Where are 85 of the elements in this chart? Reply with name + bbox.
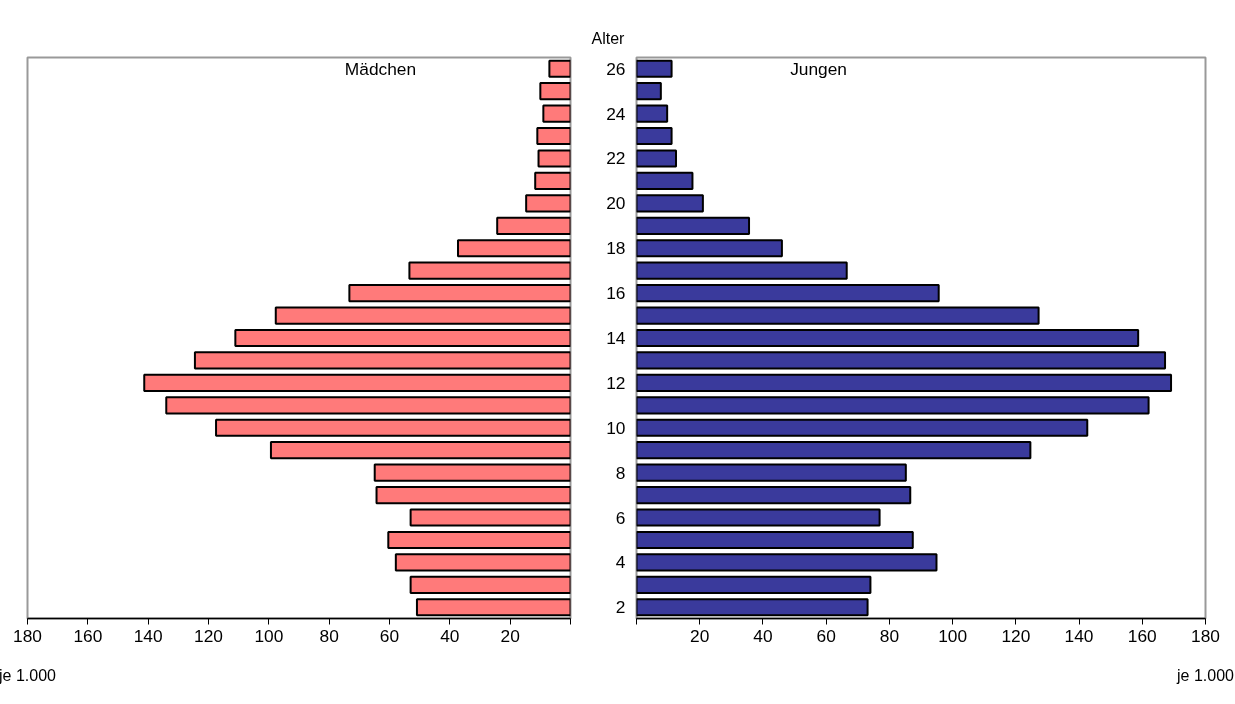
y-tick-label: 14 (606, 328, 626, 348)
y-tick-label: 22 (606, 148, 626, 169)
x-tick-label: 120 (1001, 625, 1031, 646)
bar (534, 171, 571, 190)
bar (636, 575, 872, 594)
x-axis-title: je 1.000 (1176, 666, 1235, 684)
y-tick-label: 10 (606, 417, 626, 438)
bar (269, 441, 571, 460)
x-tick-label: 40 (440, 625, 460, 646)
y-tick-label: 18 (606, 238, 626, 259)
bar (408, 261, 571, 280)
bar (636, 598, 869, 617)
bar (636, 463, 907, 482)
bar (636, 216, 751, 235)
x-tick-label: 20 (500, 625, 520, 646)
bar (636, 261, 848, 280)
bar (234, 328, 571, 348)
bar (636, 508, 881, 527)
y-tick-label: 8 (615, 462, 626, 483)
bar (636, 59, 673, 78)
bar (636, 553, 938, 572)
y-tick-label: 16 (606, 283, 626, 304)
bar (193, 351, 571, 370)
bar (539, 82, 571, 101)
bar (375, 486, 571, 505)
bar (636, 441, 1032, 460)
x-tick-label: 160 (73, 625, 103, 646)
bar (496, 216, 571, 235)
x-tick-label: 20 (690, 625, 710, 646)
bar (636, 126, 673, 146)
x-tick-label: 60 (816, 625, 836, 646)
bar (456, 239, 571, 258)
bar (636, 328, 1140, 348)
bar (373, 463, 571, 482)
bar (636, 373, 1173, 392)
bar (165, 396, 571, 415)
bar (536, 126, 571, 146)
x-tick-label: 160 (1127, 625, 1157, 646)
y-tick-label: 12 (606, 372, 626, 393)
y-tick-label: 2 (615, 597, 626, 618)
y-tick-label: 6 (615, 507, 626, 528)
bar (636, 104, 669, 123)
x-tick-label: 140 (133, 625, 163, 646)
bar (394, 553, 571, 572)
x-tick-label: 180 (1191, 625, 1220, 646)
x-tick-label: 180 (13, 625, 42, 646)
bar (215, 418, 571, 437)
text: Mädchen (344, 58, 417, 79)
bar (525, 194, 571, 213)
x-tick-label: 80 (879, 625, 900, 646)
bar (636, 486, 912, 505)
x-tick-label: 80 (319, 625, 339, 646)
bar (415, 598, 571, 617)
bar (636, 239, 783, 258)
bar (636, 149, 678, 168)
y-tick-label: 20 (606, 193, 626, 214)
bar (537, 149, 571, 168)
bar (636, 82, 662, 101)
bar (387, 530, 571, 550)
x-tick-label: 100 (254, 625, 284, 646)
x-tick-label: 140 (1064, 625, 1094, 646)
y-tick-label: 24 (606, 103, 626, 124)
bar (409, 508, 571, 527)
x-tick-label: 100 (938, 625, 968, 646)
bar (348, 284, 571, 303)
bar (409, 575, 571, 594)
text: Jungen (790, 58, 848, 79)
bar (636, 306, 1040, 325)
y-axis-title: Alter (591, 29, 626, 47)
bar (636, 351, 1167, 370)
bar (542, 104, 571, 123)
bar (636, 171, 694, 190)
bar (143, 373, 571, 392)
x-tick-label: 60 (379, 625, 400, 646)
x-tick-label: 40 (753, 625, 773, 646)
y-tick-label: 26 (606, 58, 626, 79)
bar (274, 306, 571, 325)
bar (548, 59, 571, 78)
bar (636, 418, 1089, 437)
bar (636, 530, 914, 550)
bar (636, 396, 1150, 415)
bar (636, 194, 704, 213)
x-tick-label: 120 (194, 625, 223, 646)
y-tick-label: 4 (615, 552, 626, 573)
bar (636, 284, 940, 303)
